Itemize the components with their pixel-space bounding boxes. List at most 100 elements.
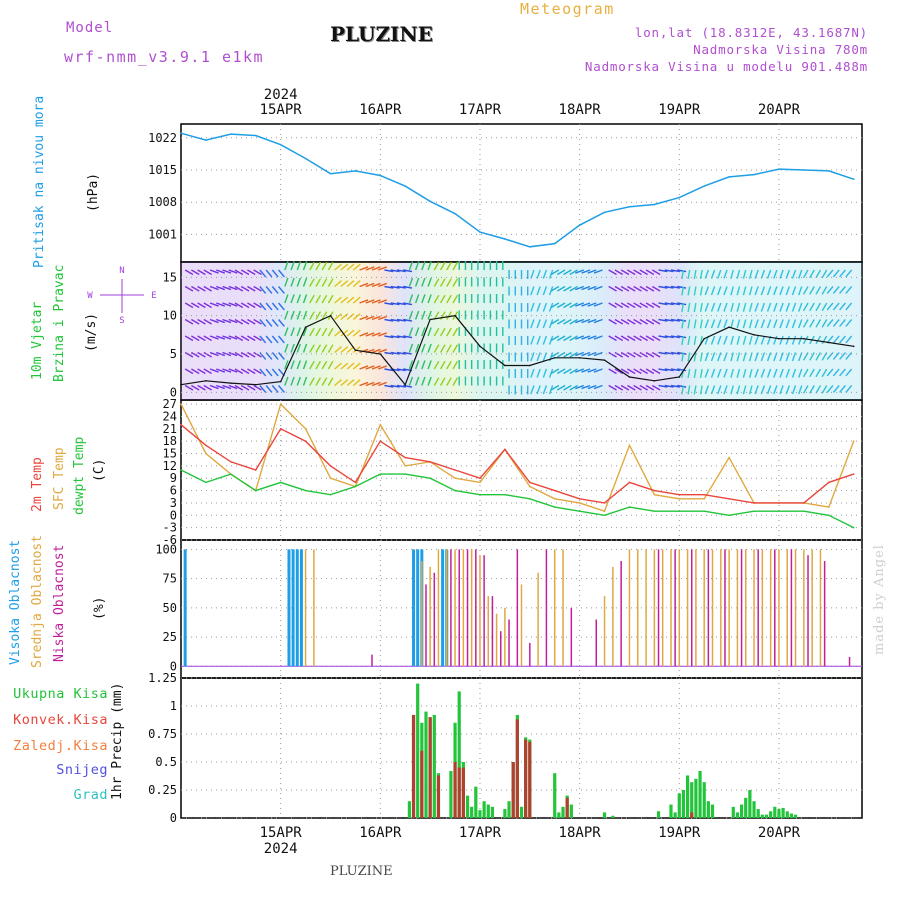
- wind-arrow: [710, 385, 716, 395]
- wind-arrow: [352, 313, 361, 321]
- wind-arrow: [779, 302, 784, 312]
- wind-speed-line-point: [703, 337, 706, 340]
- wind-arrow: [321, 294, 328, 304]
- temp-2m-line-point: [753, 502, 755, 504]
- wind-arrow: [216, 384, 225, 390]
- wind-arrow: [587, 302, 597, 307]
- wind-arrow: [184, 269, 194, 276]
- wind-arrow: [717, 286, 722, 296]
- wind-arrow: [845, 385, 853, 393]
- wind-arrow: [378, 315, 387, 321]
- wind-arrow: [704, 302, 710, 312]
- wind-arrow: [352, 280, 361, 288]
- wind-arrow: [378, 282, 387, 288]
- wind-arrow: [296, 343, 302, 353]
- wind-arrow: [359, 315, 369, 321]
- wind-speed-line-point: [454, 314, 456, 317]
- wind-arrow: [832, 269, 840, 278]
- wind-arrow: [327, 327, 334, 337]
- sfc-temp-line: [180, 402, 855, 513]
- temp-2m-line-point: [479, 477, 481, 480]
- wind-arrow: [209, 269, 219, 274]
- temp-2m-line-point: [628, 481, 631, 484]
- wind-arrow: [216, 335, 225, 340]
- temp-2m-line-point: [454, 469, 456, 471]
- wind-arrow: [556, 335, 566, 342]
- wind-arrow: [290, 343, 295, 353]
- wind-arrow: [321, 278, 328, 287]
- wind-arrow: [658, 269, 668, 273]
- wind-arrow: [259, 385, 267, 393]
- wind-arrow: [296, 327, 302, 337]
- wind-arrow: [798, 335, 803, 345]
- wind-arrow: [359, 282, 369, 288]
- wind-arrow: [271, 335, 279, 344]
- wind-arrow: [530, 302, 535, 312]
- wind-arrow: [439, 360, 446, 370]
- wind-arrow: [439, 344, 446, 353]
- pressure-line-point: [778, 168, 780, 170]
- wind-arrow: [791, 302, 797, 312]
- wind-arrow: [681, 352, 685, 362]
- dewpt-line-point: [728, 514, 730, 517]
- wind-arrow: [390, 318, 400, 322]
- y-tick-label: 1001: [148, 227, 177, 241]
- wind-speed-line-point: [429, 318, 431, 321]
- temp-2m-line-point: [304, 440, 307, 442]
- temp-2m-line-point: [279, 428, 282, 430]
- wind-arrow: [346, 379, 355, 387]
- wind-arrow: [378, 332, 387, 337]
- wind-arrow: [259, 302, 267, 311]
- wind-arrow: [748, 286, 753, 296]
- pressure-line-point: [728, 176, 730, 178]
- wind-arrow: [234, 384, 244, 391]
- wind-arrow: [670, 269, 680, 273]
- wind-arrow: [240, 368, 250, 375]
- wind-arrow: [384, 335, 394, 339]
- wind-arrow: [334, 313, 342, 321]
- wind-arrow: [290, 376, 295, 386]
- wind-arrow: [203, 384, 212, 391]
- wind-arrow: [773, 335, 778, 345]
- wind-arrow: [216, 351, 225, 357]
- wind-arrow: [815, 368, 822, 378]
- wind-arrow: [396, 335, 406, 339]
- wind-arrow: [550, 302, 560, 309]
- convective-precip-bar: [420, 750, 424, 818]
- wind-arrow: [773, 302, 778, 312]
- wind-arrow: [290, 277, 295, 287]
- compass-w: W: [87, 291, 93, 301]
- wind-arrow: [439, 377, 446, 386]
- temp-2m-line-point: [553, 489, 556, 492]
- wind-arrow: [253, 368, 262, 375]
- wind-arrow: [433, 327, 440, 337]
- wind-arrow: [259, 335, 267, 344]
- wind-arrow: [302, 360, 308, 370]
- wind-arrow: [253, 285, 262, 292]
- wind-arrow: [581, 335, 591, 340]
- wind-arrow: [247, 351, 256, 358]
- wind-arrow: [421, 310, 426, 320]
- wind-arrow: [384, 368, 394, 372]
- wind-arrow: [766, 352, 772, 362]
- dewpt-line-point: [678, 510, 681, 512]
- wind-arrow: [427, 310, 432, 320]
- wind-arrow: [427, 343, 432, 353]
- wind-arrow: [427, 294, 432, 304]
- wind-arrow: [736, 302, 741, 312]
- wind-arrow: [191, 384, 200, 391]
- wind-arrow: [798, 319, 803, 329]
- wind-speed-line-point: [529, 364, 531, 367]
- wind-arrow: [452, 360, 459, 370]
- wind-arrow: [620, 351, 630, 358]
- wind-arrow: [766, 368, 772, 378]
- total-precip-bar: [432, 714, 436, 818]
- wind-arrow: [717, 319, 722, 329]
- wind-arrow: [240, 285, 250, 292]
- wind-arrow: [433, 377, 440, 386]
- wind-arrow: [234, 351, 244, 358]
- wind-arrow: [321, 360, 328, 370]
- wind-arrow: [563, 368, 572, 375]
- wind-arrow: [346, 329, 355, 337]
- sfc-temp-line-point: [279, 403, 282, 405]
